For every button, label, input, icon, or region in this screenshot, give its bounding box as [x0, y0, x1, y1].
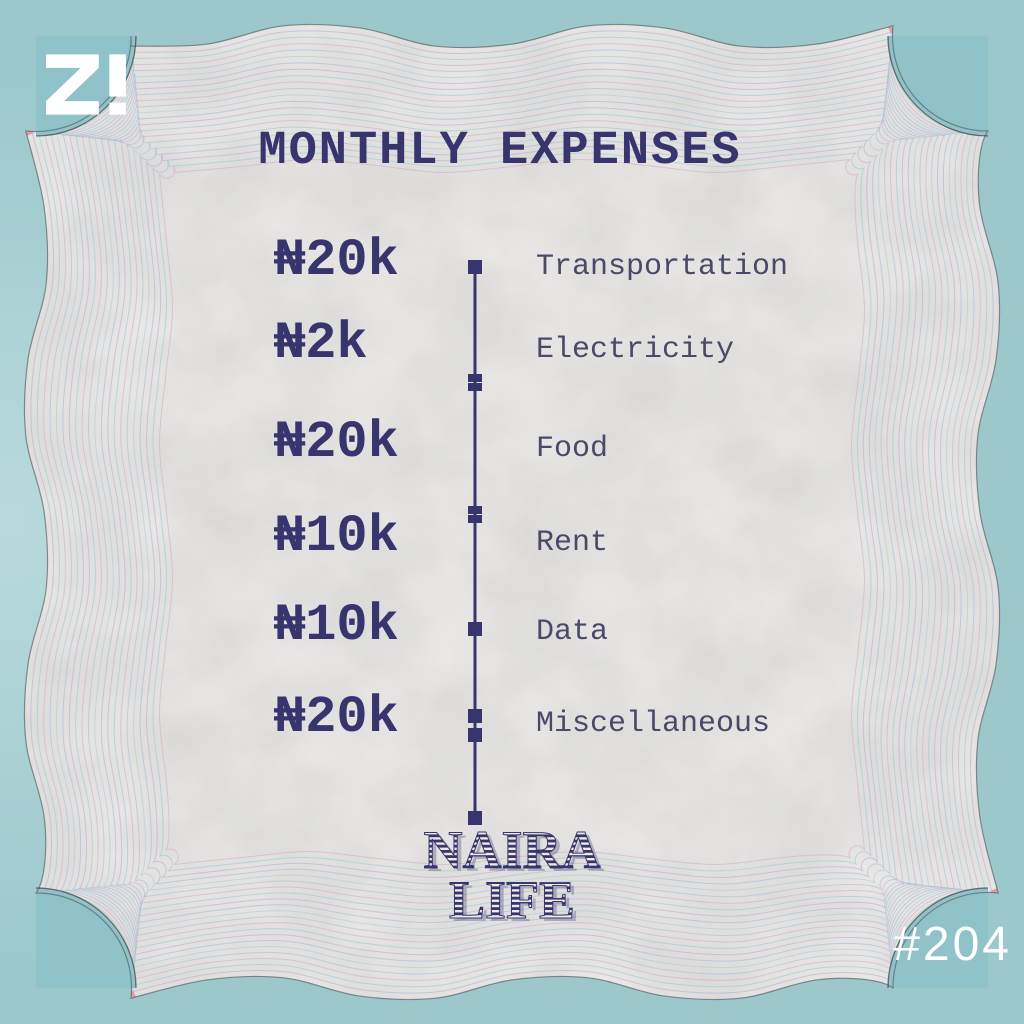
svg-text:₦20k: ₦20k — [274, 413, 399, 472]
svg-text:Rent: Rent — [536, 526, 608, 560]
svg-text:Miscellaneous: Miscellaneous — [536, 707, 770, 741]
svg-text:LIFE: LIFE — [449, 870, 575, 930]
svg-text:₦20k: ₦20k — [274, 688, 399, 747]
svg-text:Electricity: Electricity — [536, 333, 734, 367]
svg-text:₦10k: ₦10k — [274, 507, 399, 566]
svg-text:#204: #204 — [893, 918, 1012, 971]
svg-text:₦2k: ₦2k — [274, 314, 368, 373]
svg-text:MONTHLY EXPENSES: MONTHLY EXPENSES — [258, 125, 741, 178]
svg-text:Transportation: Transportation — [536, 250, 788, 284]
svg-text:Food: Food — [536, 432, 608, 466]
svg-text:Data: Data — [536, 615, 608, 649]
svg-text:₦20k: ₦20k — [274, 231, 399, 290]
svg-text:₦10k: ₦10k — [274, 596, 399, 655]
